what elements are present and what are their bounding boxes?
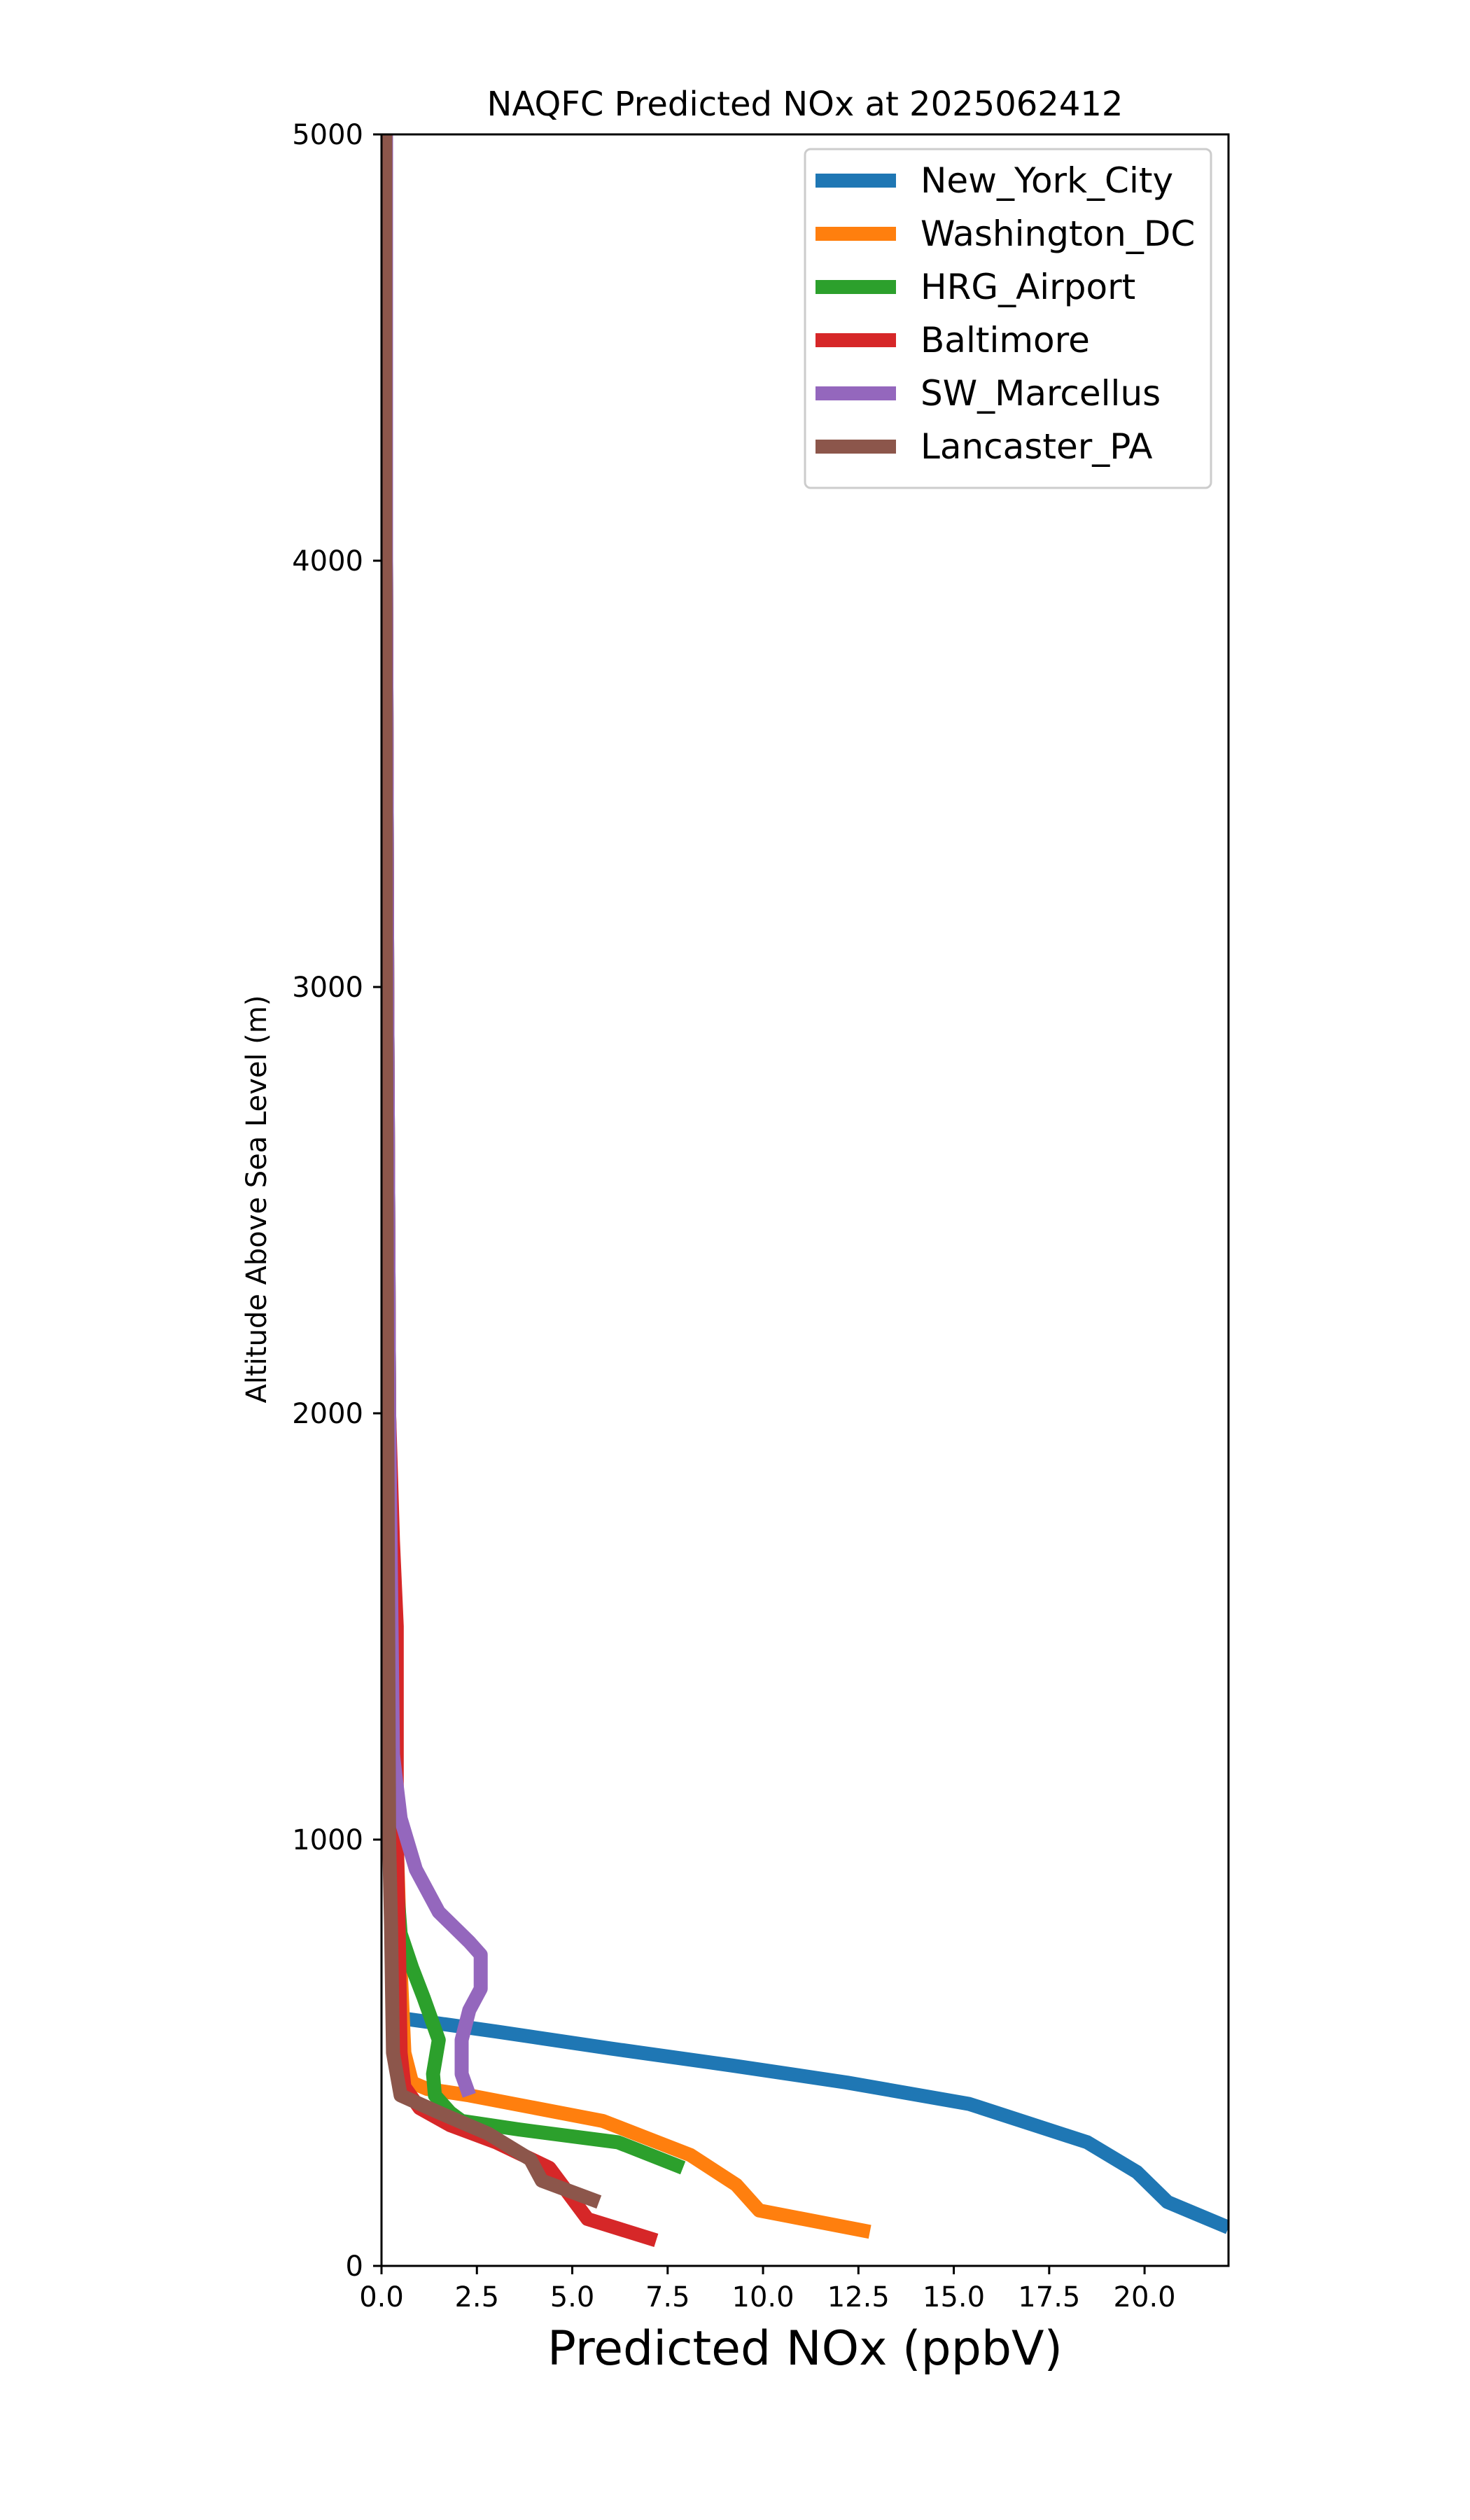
plot-frame: [380, 133, 1230, 2267]
x-tick-label: 5.0: [550, 2281, 595, 2314]
legend-label: New_York_City: [920, 160, 1173, 201]
x-axis-label: Predicted NOx (ppbV): [547, 2321, 1063, 2376]
legend-label: SW_Marcellus: [920, 373, 1161, 414]
legend: New_York_City Washington_DC HRG_Airport Bal…: [804, 148, 1212, 489]
x-tick-label: 17.5: [1018, 2281, 1080, 2314]
x-tick-label: 0.0: [359, 2281, 404, 2314]
plot-lines: [382, 134, 1228, 2248]
legend-label: Washington_DC: [920, 214, 1195, 254]
x-axis: 0.0 2.5 5.0 7.5 10.0 12.5 15.0 17.5 20.0: [359, 2266, 1176, 2314]
y-tick-label: 1000: [292, 1824, 363, 1856]
x-tick-label: 2.5: [454, 2281, 499, 2314]
y-tick-label: 5000: [292, 119, 363, 151]
y-axis-label: Altitude Above Sea Level (m): [241, 995, 273, 1404]
x-tick-label: 15.0: [923, 2281, 985, 2314]
x-tick-label: 20.0: [1114, 2281, 1176, 2314]
x-tick-label: 10.0: [732, 2281, 794, 2314]
y-tick-label: 3000: [292, 972, 363, 1004]
x-tick-label: 7.5: [645, 2281, 690, 2314]
x-tick-label: 12.5: [827, 2281, 890, 2314]
y-axis: 0 1000 2000 3000 4000 5000: [292, 119, 382, 2283]
y-tick-label: 2000: [292, 1398, 363, 1430]
legend-label: Baltimore: [920, 320, 1090, 360]
y-tick-label: 4000: [292, 545, 363, 578]
y-tick-label: 0: [346, 2250, 363, 2283]
legend-label: Lancaster_PA: [920, 426, 1152, 467]
legend-box: [804, 148, 1212, 489]
legend-label: HRG_Airport: [920, 267, 1135, 307]
series-line-lancaster-pa: [382, 134, 602, 2209]
chart-title: NAQFC Predicted NOx at 2025062412: [487, 85, 1124, 124]
